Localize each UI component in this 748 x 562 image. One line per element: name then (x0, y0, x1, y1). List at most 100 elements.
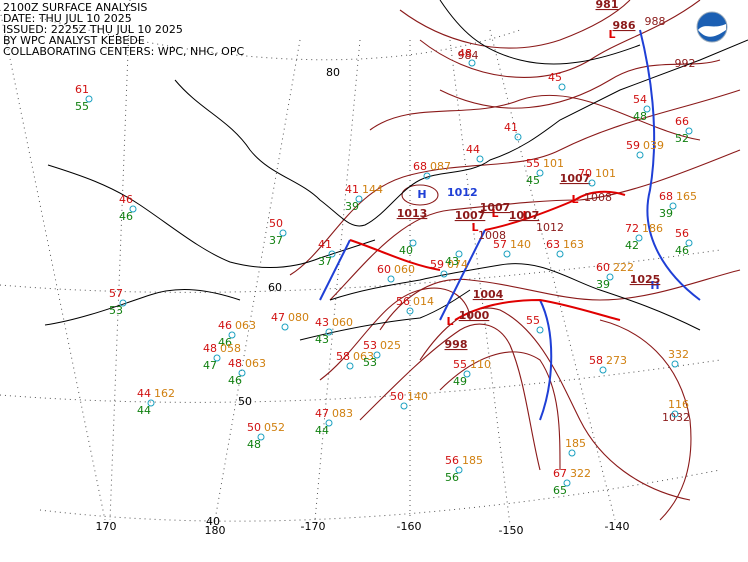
station-marker (440, 270, 448, 278)
station-marker (387, 275, 395, 283)
pressure-center-value: 1007 (480, 201, 511, 214)
station-pressure: 083 (332, 407, 353, 420)
station-marker (409, 239, 417, 247)
pressure-center-value: 981 (596, 0, 619, 11)
station-marker (328, 250, 336, 258)
pressure-center-symbol: L (471, 221, 478, 234)
station-marker (685, 127, 693, 135)
grid-label: 50 (238, 395, 252, 408)
station-dewpoint: 39 (345, 200, 359, 213)
grid-label: 80 (326, 66, 340, 79)
grid-label: -170 (301, 520, 326, 533)
isobar-label: 992 (675, 57, 696, 70)
isobar (329, 149, 741, 301)
station-marker (536, 169, 544, 177)
station-temperature: 47 (315, 407, 329, 420)
meridian (314, 39, 361, 521)
station-dewpoint: 48 (247, 438, 261, 451)
station-marker (455, 250, 463, 258)
station-temperature: 68 (413, 160, 427, 173)
station-dewpoint: 55 (75, 100, 89, 113)
station-plot: 43 (445, 250, 463, 268)
fronts (319, 29, 701, 421)
station-plot: 57 140 (493, 238, 531, 258)
station-pressure: 060 (394, 263, 415, 276)
station-marker (147, 399, 155, 407)
station-marker (635, 234, 643, 242)
station-marker (599, 366, 607, 374)
station-plot: 332 (668, 348, 689, 368)
isobar-label: 988 (645, 15, 666, 28)
station-dewpoint: 39 (596, 278, 610, 291)
station-dewpoint: 47 (203, 359, 217, 372)
station-pressure: 101 (595, 167, 616, 180)
isobar (359, 323, 541, 471)
station-temperature: 41 (345, 183, 359, 196)
station-marker (671, 360, 679, 368)
station-marker (636, 151, 644, 159)
pressure-center-value: 1007 (455, 209, 486, 222)
isobar-label: 984 (458, 49, 479, 62)
pressure-center-symbol: L (446, 315, 453, 328)
station-marker (281, 323, 289, 331)
header-line: COLLABORATING CENTERS: WPC, NHC, OPC (3, 45, 244, 58)
station-pressure: 080 (288, 311, 309, 324)
station-temperature: 54 (633, 93, 647, 106)
station-dewpoint: 40 (399, 244, 413, 257)
station-dewpoint: 43 (315, 333, 329, 346)
station-marker (685, 239, 693, 247)
station-temperature: 46 (119, 193, 133, 206)
station-marker (503, 250, 511, 258)
pressure-center-value: 1000 (459, 309, 490, 322)
station-pressure: 063 (235, 319, 256, 332)
meridian (109, 0, 131, 521)
isobar (369, 94, 701, 141)
grid-label: 180 (205, 524, 226, 537)
isobar (319, 287, 471, 381)
station-dewpoint: 46 (675, 244, 689, 257)
station-dewpoint: 53 (109, 304, 123, 317)
station-pressure: 060 (332, 316, 353, 329)
station-dewpoint: 37 (318, 255, 332, 268)
coastline (174, 39, 748, 227)
pressure-center-value: 1007 (509, 209, 540, 222)
cold-front (439, 229, 486, 321)
station-marker (346, 362, 354, 370)
grid-label: 40 (206, 515, 220, 528)
station-temperature: 57 (109, 287, 123, 300)
grid-label: -140 (605, 520, 630, 533)
station-pressure: 185 (462, 454, 483, 467)
station-temperature: 53 (363, 339, 377, 352)
station-pressure: 162 (154, 387, 175, 400)
station-pressure: 222 (613, 261, 634, 274)
pressure-center-value: 1004 (473, 288, 504, 301)
station-pressure: 039 (643, 139, 664, 152)
station-marker (556, 250, 564, 258)
station-dewpoint: 44 (315, 424, 329, 437)
header-line: 2100Z SURFACE ANALYSIS (3, 1, 147, 14)
isobar (289, 89, 741, 276)
station-marker (463, 370, 471, 378)
station-plot: 44 (466, 143, 484, 163)
station-marker (119, 299, 127, 307)
station-temperature: 61 (75, 83, 89, 96)
station-dewpoint: 43 (445, 255, 459, 268)
station-marker (476, 155, 484, 163)
station-pressure: 101 (543, 157, 564, 170)
station-pressure: 140 (407, 390, 428, 403)
station-marker (400, 402, 408, 410)
station-temperature: 68 (659, 190, 673, 203)
pressure-center-value: 1012 (447, 186, 478, 199)
station-temperature: 63 (546, 238, 560, 251)
isobar-label: 1008 (478, 229, 506, 242)
